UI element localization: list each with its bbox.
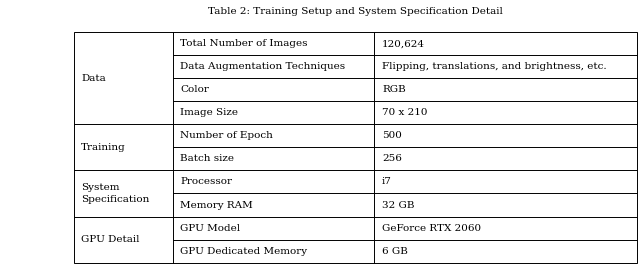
Text: 32 GB: 32 GB bbox=[382, 200, 415, 210]
Text: i7: i7 bbox=[382, 177, 392, 187]
Text: Flipping, translations, and brightness, etc.: Flipping, translations, and brightness, … bbox=[382, 62, 607, 71]
Text: Memory RAM: Memory RAM bbox=[180, 200, 253, 210]
Text: Data: Data bbox=[81, 74, 106, 83]
Text: GPU Model: GPU Model bbox=[180, 224, 241, 233]
Text: 70 x 210: 70 x 210 bbox=[382, 108, 428, 117]
Text: RGB: RGB bbox=[382, 85, 406, 94]
Text: Table 2: Training Setup and System Specification Detail: Table 2: Training Setup and System Speci… bbox=[208, 7, 502, 16]
Text: Batch size: Batch size bbox=[180, 154, 234, 163]
Text: 256: 256 bbox=[382, 154, 402, 163]
Text: 6 GB: 6 GB bbox=[382, 247, 408, 256]
Text: System
Specification: System Specification bbox=[81, 183, 150, 204]
Text: Image Size: Image Size bbox=[180, 108, 239, 117]
Text: GeForce RTX 2060: GeForce RTX 2060 bbox=[382, 224, 481, 233]
Text: GPU Dedicated Memory: GPU Dedicated Memory bbox=[180, 247, 308, 256]
Text: Color: Color bbox=[180, 85, 209, 94]
Text: Data Augmentation Techniques: Data Augmentation Techniques bbox=[180, 62, 346, 71]
Bar bbox=[74, 32, 637, 263]
Text: 500: 500 bbox=[382, 131, 402, 140]
Text: Number of Epoch: Number of Epoch bbox=[180, 131, 273, 140]
Text: Processor: Processor bbox=[180, 177, 232, 187]
Text: 120,624: 120,624 bbox=[382, 39, 425, 48]
Text: GPU Detail: GPU Detail bbox=[81, 235, 140, 244]
Text: Total Number of Images: Total Number of Images bbox=[180, 39, 308, 48]
Text: Training: Training bbox=[81, 143, 126, 152]
